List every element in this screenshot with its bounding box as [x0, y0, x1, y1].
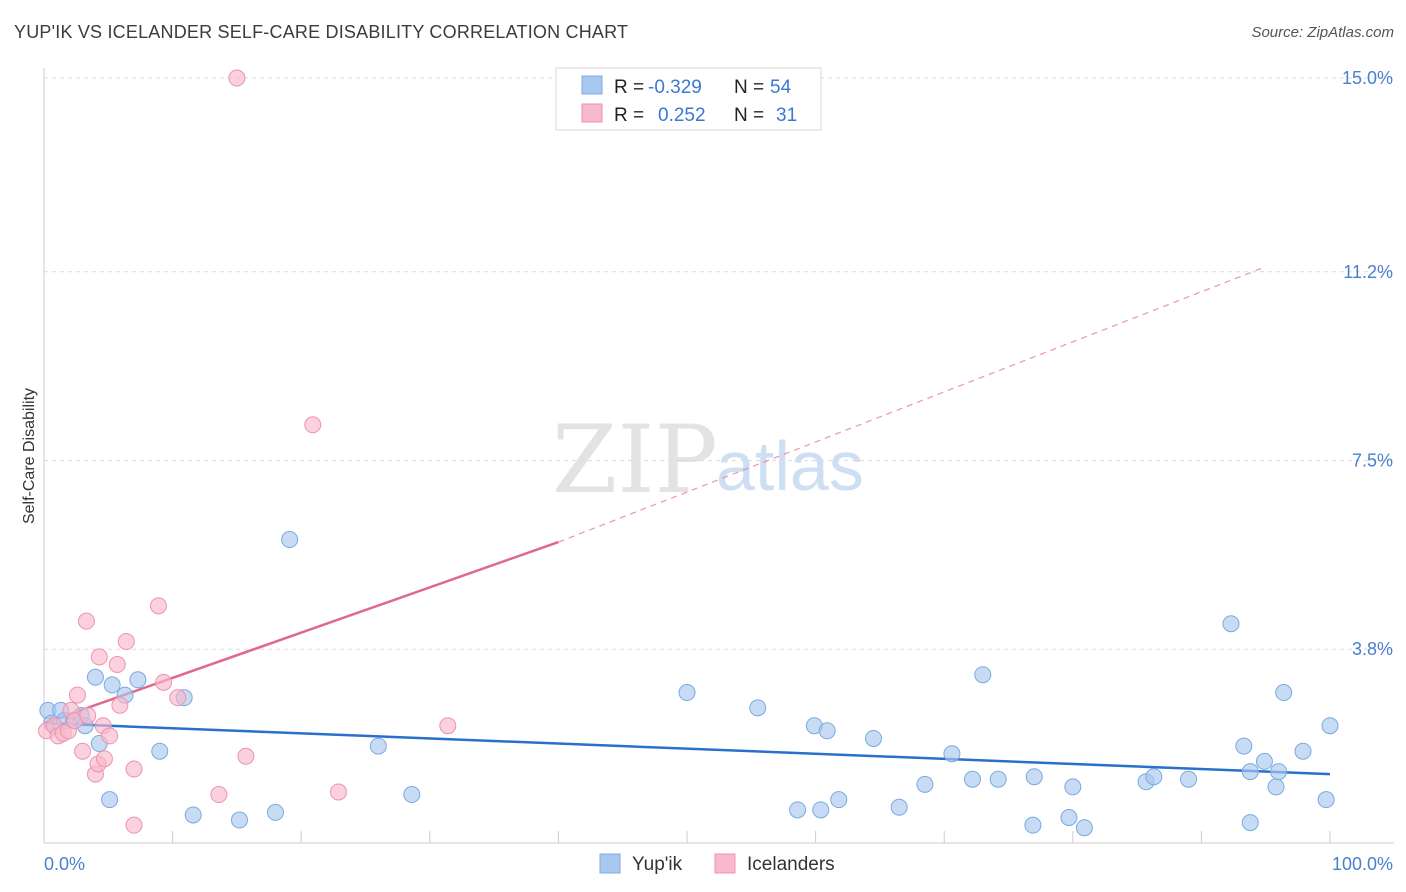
- point-yupik-20: [403, 786, 421, 804]
- point-icelanders-16: [101, 727, 119, 745]
- point-yupik-7: [86, 668, 104, 686]
- point-yupik-46: [1241, 814, 1259, 832]
- point-icelanders-21: [125, 816, 143, 834]
- legend-swatch-icelanders: [714, 853, 736, 874]
- point-yupik-39: [1075, 819, 1093, 837]
- stats-r-label-1: R =: [614, 77, 644, 98]
- y-tick-label-1: 7.5%: [1352, 451, 1393, 471]
- data-points: [38, 69, 1339, 837]
- point-icelanders-28: [304, 416, 322, 434]
- y-tick-label-0: 3.8%: [1352, 639, 1393, 659]
- trend-line-icelanders-extension: [558, 266, 1266, 543]
- point-yupik-26: [818, 722, 836, 740]
- chart-title: YUP'IK VS ICELANDER SELF-CARE DISABILITY…: [14, 22, 629, 42]
- point-icelanders-27: [237, 747, 255, 765]
- point-yupik-18: [281, 531, 299, 549]
- stats-n-label-2: N =: [734, 105, 764, 126]
- point-yupik-27: [830, 791, 848, 809]
- point-icelanders-13: [90, 648, 108, 666]
- point-icelanders-8: [74, 742, 92, 760]
- point-icelanders-18: [111, 696, 129, 714]
- stats-box: R = -0.329 N = 54 R = 0.252 N = 31: [555, 67, 822, 131]
- stats-n-value-1: 54: [770, 77, 792, 98]
- watermark: ZIP atlas: [552, 406, 864, 515]
- stats-r-value-2: 0.252: [658, 105, 706, 126]
- point-yupik-9: [101, 791, 119, 809]
- point-yupik-45: [1241, 763, 1259, 781]
- point-yupik-34: [989, 770, 1007, 788]
- point-yupik-35: [1024, 816, 1042, 834]
- stats-n-label-1: N =: [734, 77, 764, 98]
- point-yupik-50: [1275, 684, 1293, 702]
- point-yupik-17: [266, 803, 284, 821]
- point-icelanders-20: [125, 760, 143, 778]
- x-tick-label-0: 0.0%: [44, 854, 85, 874]
- point-icelanders-17: [108, 656, 126, 673]
- source-credit: Source: ZipAtlas.com: [1251, 24, 1394, 41]
- point-yupik-48: [1267, 778, 1285, 796]
- point-yupik-41: [1145, 768, 1163, 786]
- point-yupik-36: [1025, 768, 1043, 786]
- point-icelanders-19: [117, 633, 135, 651]
- point-yupik-16: [230, 811, 248, 829]
- point-icelanders-26: [228, 69, 246, 87]
- point-yupik-44: [1235, 737, 1253, 755]
- point-yupik-47: [1255, 752, 1273, 770]
- point-yupik-49: [1270, 763, 1288, 781]
- point-icelanders-30: [439, 717, 457, 735]
- point-icelanders-22: [149, 597, 167, 615]
- point-icelanders-23: [155, 673, 173, 691]
- point-yupik-29: [890, 798, 908, 816]
- point-yupik-30: [916, 775, 934, 793]
- legend-swatch-yupik: [599, 853, 621, 874]
- point-yupik-19: [369, 737, 387, 755]
- trend-line-yupik: [43, 721, 1331, 776]
- x-tick-label-1: 100.0%: [1332, 854, 1393, 874]
- point-yupik-38: [1064, 778, 1082, 796]
- watermark-zip: ZIP: [552, 406, 718, 515]
- watermark-atlas: atlas: [716, 427, 864, 505]
- point-yupik-22: [749, 699, 767, 717]
- point-yupik-32: [963, 770, 981, 788]
- point-yupik-10: [103, 676, 121, 694]
- legend-label-yupik: Yup'ik: [632, 854, 683, 875]
- point-yupik-43: [1222, 615, 1240, 633]
- point-yupik-37: [1060, 809, 1078, 826]
- point-yupik-21: [678, 684, 696, 702]
- x-ticks: [43, 831, 1331, 843]
- point-yupik-25: [812, 801, 830, 819]
- legend-label-icelanders: Icelanders: [747, 854, 835, 875]
- legend: Yup'ik Icelanders: [599, 853, 835, 875]
- point-yupik-52: [1317, 791, 1335, 809]
- point-icelanders-29: [329, 783, 347, 801]
- stats-r-label-2: R =: [614, 105, 644, 126]
- point-yupik-15: [184, 806, 202, 824]
- point-yupik-13: [151, 742, 169, 760]
- point-icelanders-25: [210, 786, 228, 804]
- stats-r-value-1: -0.329: [648, 77, 702, 98]
- gridlines: [44, 77, 1394, 650]
- stats-swatch-yupik: [581, 75, 603, 95]
- point-yupik-31: [943, 745, 961, 763]
- x-tick-labels: 0.0% 100.0%: [44, 854, 1393, 874]
- y-tick-label-2: 11.2%: [1343, 262, 1393, 282]
- point-yupik-51: [1294, 742, 1312, 760]
- point-yupik-42: [1180, 770, 1198, 788]
- stats-n-value-2: 31: [776, 105, 797, 126]
- y-axis-label: Self-Care Disability: [21, 388, 38, 524]
- stats-swatch-icelanders: [581, 103, 603, 123]
- point-yupik-28: [864, 729, 882, 747]
- y-tick-labels: 3.8% 7.5% 11.2% 15.0%: [1342, 68, 1393, 659]
- point-icelanders-7: [68, 686, 86, 704]
- point-yupik-12: [129, 671, 147, 689]
- point-yupik-33: [974, 666, 992, 684]
- y-tick-label-3: 15.0%: [1342, 68, 1393, 88]
- point-yupik-53: [1321, 717, 1339, 735]
- point-yupik-23: [789, 801, 807, 819]
- point-icelanders-24: [169, 689, 187, 707]
- point-icelanders-10: [79, 707, 97, 724]
- point-icelanders-9: [77, 612, 95, 630]
- point-icelanders-15: [95, 750, 113, 768]
